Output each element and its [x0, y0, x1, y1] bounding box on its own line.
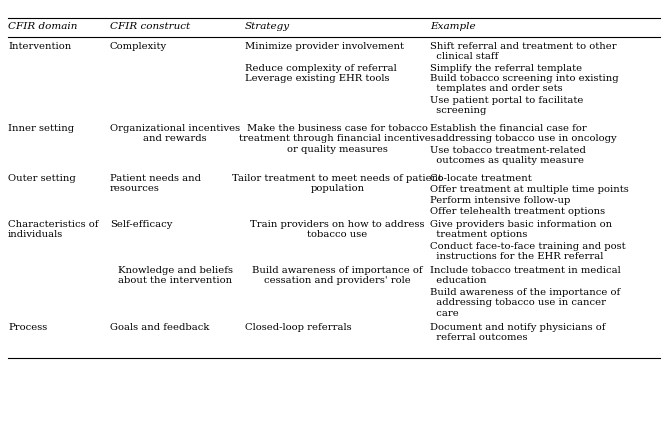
- Text: Closed-loop referrals: Closed-loop referrals: [245, 323, 352, 332]
- Text: Give providers basic information on
  treatment options: Give providers basic information on trea…: [430, 220, 612, 239]
- Text: Build awareness of the importance of
  addressing tobacco use in cancer
  care: Build awareness of the importance of add…: [430, 288, 620, 318]
- Text: Intervention: Intervention: [8, 42, 71, 51]
- Text: Minimize provider involvement: Minimize provider involvement: [245, 42, 404, 51]
- Text: Offer treatment at multiple time points: Offer treatment at multiple time points: [430, 185, 629, 194]
- Text: Patient needs and
resources: Patient needs and resources: [110, 174, 201, 194]
- Text: CFIR construct: CFIR construct: [110, 22, 190, 31]
- Text: Knowledge and beliefs
about the intervention: Knowledge and beliefs about the interven…: [117, 266, 232, 285]
- Text: CFIR domain: CFIR domain: [8, 22, 77, 31]
- Text: Simplify the referral template: Simplify the referral template: [430, 64, 582, 73]
- Text: Document and notify physicians of
  referral outcomes: Document and notify physicians of referr…: [430, 323, 605, 343]
- Text: Outer setting: Outer setting: [8, 174, 76, 183]
- Text: Use tobacco treatment-related
  outcomes as quality measure: Use tobacco treatment-related outcomes a…: [430, 146, 586, 165]
- Text: Strategy: Strategy: [245, 22, 290, 31]
- Text: Complexity: Complexity: [110, 42, 167, 51]
- Text: Goals and feedback: Goals and feedback: [110, 323, 209, 332]
- Text: Include tobacco treatment in medical
  education: Include tobacco treatment in medical edu…: [430, 266, 621, 285]
- Text: Build awareness of importance of
cessation and providers' role: Build awareness of importance of cessati…: [252, 266, 423, 285]
- Text: Characteristics of
individuals: Characteristics of individuals: [8, 220, 99, 239]
- Text: Make the business case for tobacco
treatment through financial incentives
or qua: Make the business case for tobacco treat…: [239, 124, 436, 154]
- Text: Co-locate treatment: Co-locate treatment: [430, 174, 531, 183]
- Text: Shift referral and treatment to other
  clinical staff: Shift referral and treatment to other cl…: [430, 42, 617, 61]
- Text: Conduct face-to-face training and post
  instructions for the EHR referral: Conduct face-to-face training and post i…: [430, 242, 625, 262]
- Text: Train providers on how to address
tobacco use: Train providers on how to address tobacc…: [250, 220, 425, 239]
- Text: Tailor treatment to meet needs of patient
population: Tailor treatment to meet needs of patien…: [232, 174, 443, 194]
- Text: Establish the financial case for
  addressing tobacco use in oncology: Establish the financial case for address…: [430, 124, 617, 143]
- Text: Organizational incentives
and rewards: Organizational incentives and rewards: [110, 124, 240, 143]
- Text: Build tobacco screening into existing
  templates and order sets: Build tobacco screening into existing te…: [430, 74, 619, 94]
- Text: Use patient portal to facilitate
  screening: Use patient portal to facilitate screeni…: [430, 96, 583, 116]
- Text: Example: Example: [430, 22, 476, 31]
- Text: Leverage existing EHR tools: Leverage existing EHR tools: [245, 74, 389, 83]
- Text: Inner setting: Inner setting: [8, 124, 74, 133]
- Text: Offer telehealth treatment options: Offer telehealth treatment options: [430, 207, 605, 216]
- Text: Process: Process: [8, 323, 47, 332]
- Text: Self-efficacy: Self-efficacy: [110, 220, 172, 229]
- Text: Reduce complexity of referral: Reduce complexity of referral: [245, 64, 397, 73]
- Text: Perform intensive follow-up: Perform intensive follow-up: [430, 196, 570, 205]
